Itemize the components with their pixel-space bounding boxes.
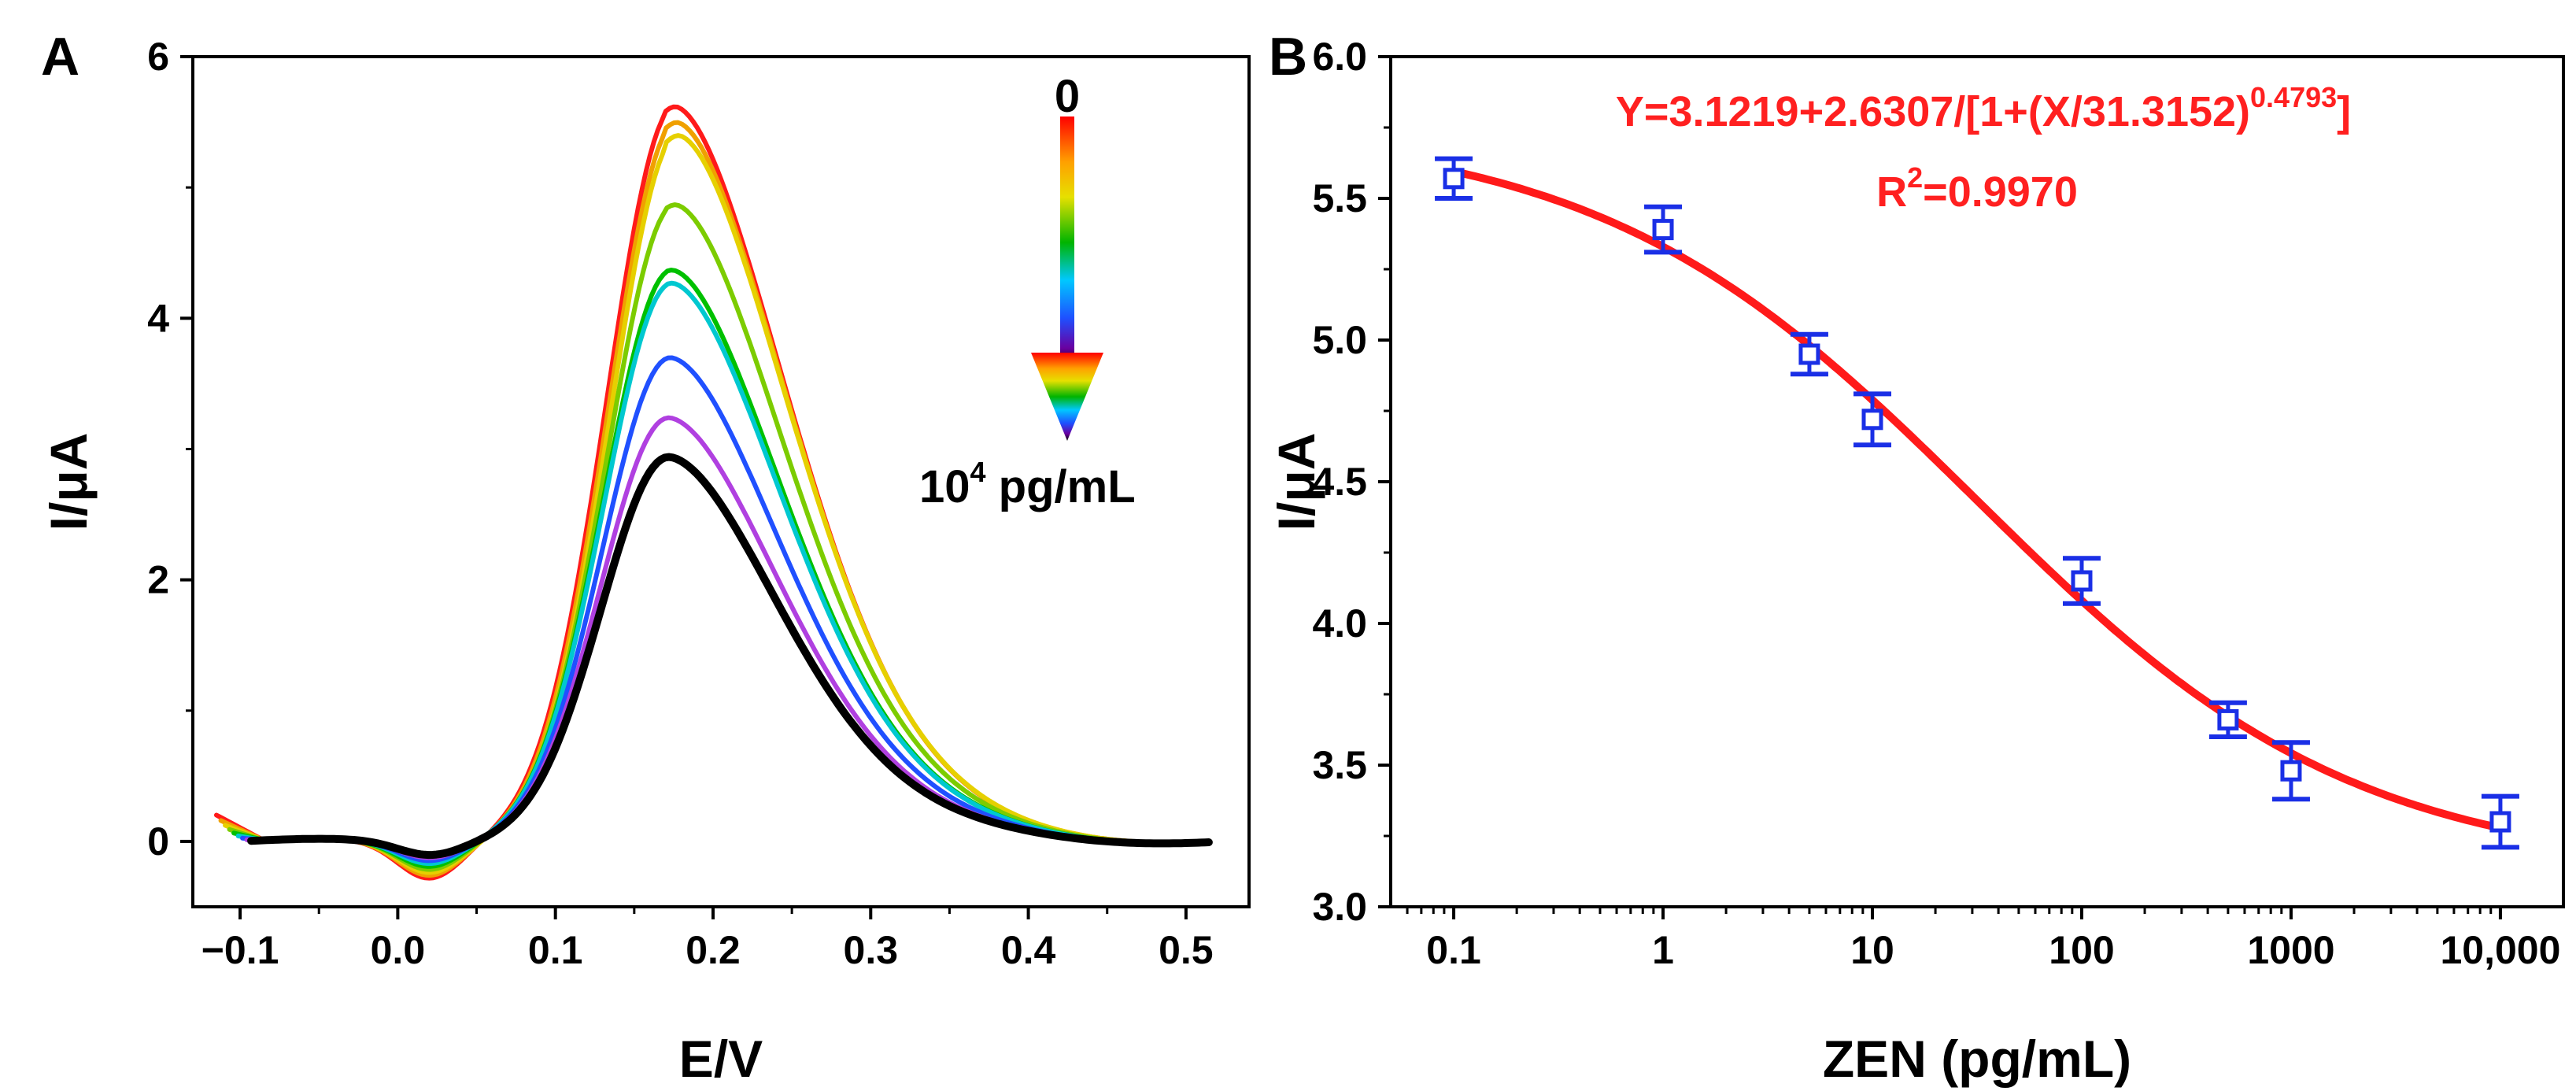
panel-a-y-axis-label: I/μA <box>39 433 98 531</box>
panel-b-y-tick-label: 3.5 <box>1312 743 1367 787</box>
fit-r2-exp: 2 <box>1907 161 1923 194</box>
panel-b-x-tick-label: 0.1 <box>1426 928 1481 972</box>
panel-a-axes: −0.1 0.0 0.1 0.2 0.3 0.4 0.5 0 2 4 6 <box>147 35 1251 972</box>
panel-a-x-axis-label: E/V <box>679 1030 763 1088</box>
legend-bottom-label: 104 pg/mL <box>919 456 1136 512</box>
legend-bottom-base: 10 <box>919 461 970 512</box>
fit-r2-value: =0.9970 <box>1923 168 2078 216</box>
panel-b-axes: 0.1 1 10 100 1000 10,000 3.0 3.5 4.0 4.5 5.0 5.5 6.0 <box>1312 35 2565 972</box>
data-point <box>1790 331 1828 377</box>
legend-bottom-unit: pg/mL <box>986 461 1136 512</box>
panel-a-x-tick-label: 0.5 <box>1159 928 1214 972</box>
panel-b-points <box>1435 156 2519 850</box>
legend-top-label: 0 <box>1055 71 1080 122</box>
panel-b-y-tick-label: 5.5 <box>1312 176 1367 220</box>
fit-equation-close: ] <box>2337 88 2351 135</box>
panel-b: B I/μA ZEN (pg/mL) 0.1 1 10 100 1000 10,000 3.… <box>1267 27 2565 1088</box>
panel-a-frame <box>191 55 1251 908</box>
panel-a-x-tick-label: 0.3 <box>844 928 899 972</box>
panel-b-x-tick-label: 10 <box>1850 928 1894 972</box>
fit-equation-exp: 0.4793 <box>2250 81 2337 113</box>
data-point <box>1853 391 1892 448</box>
square-marker <box>2489 811 2511 833</box>
fit-line <box>1450 167 2504 832</box>
panel-b-letter: B <box>1269 27 1307 87</box>
panel-b-y-tick-label: 6.0 <box>1312 35 1367 79</box>
data-point <box>2271 740 2310 802</box>
panel-b-y-tick-label: 3.0 <box>1312 885 1367 929</box>
data-point <box>1435 156 1473 201</box>
panel-a-x-tick-label: 0.0 <box>371 928 426 972</box>
square-marker <box>1861 409 1883 431</box>
panel-b-y-tick-label: 5.0 <box>1312 318 1367 362</box>
fit-r-squared: R2=0.9970 <box>1876 161 2078 216</box>
data-point <box>2481 793 2519 850</box>
panel-a-curve-9 <box>247 453 1213 860</box>
panel-a-x-tick-label: 0.2 <box>686 928 741 972</box>
data-point <box>2208 700 2247 739</box>
panel-a: A I/μA E/V −0.1 0.0 0.1 0.2 0.3 0.4 0.5 0 2 4 6 0 … <box>39 27 1251 1088</box>
panel-a-y-tick-label: 6 <box>147 35 169 79</box>
data-point <box>2062 556 2101 606</box>
panel-a-x-tick-label: 0.1 <box>528 928 583 972</box>
data-point <box>1644 204 1683 255</box>
panel-b-y-tick-label: 4.0 <box>1312 601 1367 645</box>
square-marker <box>2071 570 2093 592</box>
panel-b-x-tick-label: 1 <box>1652 928 1674 972</box>
panel-b-x-tick-label: 10,000 <box>2440 928 2560 972</box>
panel-a-y-tick-label: 0 <box>147 819 169 864</box>
panel-a-curves <box>214 104 1213 881</box>
square-marker <box>1443 168 1465 190</box>
square-marker <box>2280 760 2302 782</box>
panel-a-y-tick-label: 2 <box>147 558 169 602</box>
fit-equation: Y=3.1219+2.6307/[1+(X/31.3152)0.4793] <box>1616 81 2351 135</box>
panel-b-fit-curve <box>1450 167 2504 832</box>
panel-a-letter: A <box>41 27 79 87</box>
legend-gradient-bar <box>1060 116 1074 368</box>
square-marker <box>1798 343 1820 365</box>
panel-b-y-axis-label: I/μA <box>1267 433 1325 531</box>
panel-b-x-axis-label: ZEN (pg/mL) <box>1823 1030 2131 1088</box>
panel-a-legend: 0 104 pg/mL <box>919 71 1136 512</box>
fit-r2-base: R <box>1876 168 1907 216</box>
panel-b-x-tick-label: 100 <box>2049 928 2114 972</box>
panel-a-y-tick-label: 4 <box>147 296 169 340</box>
legend-arrow-head <box>1031 353 1103 441</box>
square-marker <box>2217 708 2239 730</box>
legend-bottom-exp: 4 <box>970 456 986 488</box>
panel-a-x-tick-label: −0.1 <box>201 928 279 972</box>
panel-b-y-tick-label: 4.5 <box>1312 460 1367 504</box>
square-marker <box>1652 219 1674 241</box>
panel-a-x-tick-label: 0.4 <box>1001 928 1056 972</box>
fit-equation-main: Y=3.1219+2.6307/[1+(X/31.3152) <box>1616 88 2250 135</box>
panel-a-curve-7 <box>240 355 1210 864</box>
panel-b-x-tick-label: 1000 <box>2247 928 2334 972</box>
